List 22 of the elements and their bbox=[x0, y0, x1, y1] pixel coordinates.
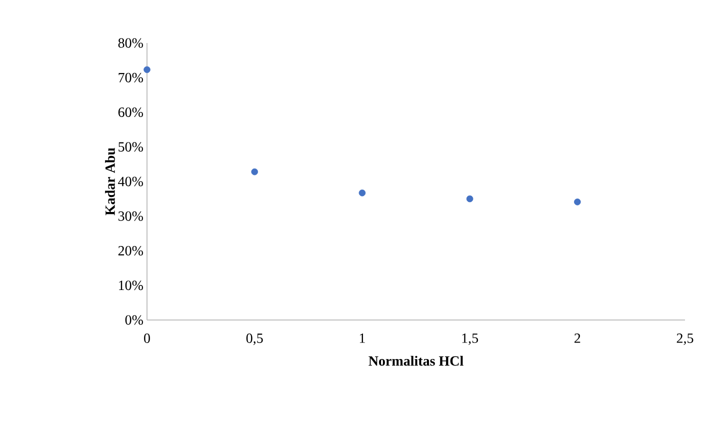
x-tick-label: 2,5 bbox=[676, 334, 694, 345]
point bbox=[574, 198, 581, 206]
y-tick-label: 10% bbox=[119, 280, 143, 290]
x-tick-label: 2 bbox=[574, 334, 580, 343]
y-tick-label: 80% bbox=[118, 38, 143, 48]
x-tick-label: 0 bbox=[144, 334, 150, 343]
x-tick-label: 1 bbox=[360, 334, 365, 343]
y-tick-label: 30% bbox=[118, 211, 143, 221]
x-tick-label: 1,5 bbox=[462, 334, 478, 345]
y-tick-label: 70% bbox=[118, 72, 143, 82]
x-axis-title: Normalitas HCl bbox=[368, 356, 464, 366]
x-tick-label: 0,5 bbox=[246, 334, 263, 345]
y-tick-label: 40% bbox=[118, 176, 143, 186]
y-tick-label: 0% bbox=[125, 315, 143, 325]
point bbox=[251, 168, 258, 176]
point bbox=[144, 66, 150, 74]
point bbox=[358, 190, 366, 196]
y-tick-label: 50% bbox=[118, 142, 143, 152]
y-axis-title: Kadar Abu bbox=[105, 148, 115, 216]
point bbox=[466, 195, 474, 202]
y-tick-label: 20% bbox=[118, 246, 143, 256]
y-tick-label: 60% bbox=[118, 108, 143, 118]
